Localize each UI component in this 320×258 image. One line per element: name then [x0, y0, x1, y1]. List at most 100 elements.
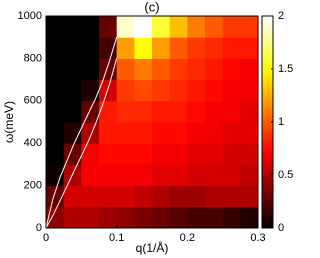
heatmap-cell — [205, 79, 224, 102]
heatmap-cell — [240, 122, 259, 144]
heatmap-cell — [46, 79, 65, 102]
heatmap-cell — [46, 206, 65, 229]
heatmap-cell — [222, 122, 241, 144]
colorbar-tick-label: 2 — [278, 10, 284, 22]
y-tick-label: 600 — [24, 95, 42, 107]
heatmap-cell — [46, 37, 65, 59]
heatmap-cell — [240, 164, 259, 187]
heatmap-cell — [81, 58, 100, 81]
heatmap-cell — [169, 16, 188, 38]
heatmap-cell — [99, 164, 118, 187]
y-tick-label: 1000 — [18, 10, 42, 22]
heatmap-cell — [81, 185, 100, 208]
heatmap-cell — [205, 37, 224, 59]
heatmap-cell — [81, 37, 100, 59]
heatmap-cell — [63, 16, 82, 38]
heatmap-cell — [187, 37, 206, 59]
heatmap-cell — [99, 143, 118, 165]
heatmap-cell — [169, 164, 188, 187]
heatmap-cell — [99, 16, 118, 38]
heatmap-cell — [46, 164, 65, 187]
heatmap-cell — [46, 58, 65, 81]
heatmap-cell — [99, 100, 118, 123]
heatmap-cell — [63, 143, 82, 165]
heatmap-cell — [169, 100, 188, 123]
plot-frame — [45, 15, 259, 229]
heatmap-cell — [81, 122, 100, 144]
heatmap-cell — [134, 58, 153, 81]
heatmap-cell — [222, 16, 241, 38]
heatmap-cell — [63, 206, 82, 229]
heatmap-cell — [152, 185, 171, 208]
heatmap-cell — [222, 100, 241, 123]
heatmap-cell — [134, 37, 153, 59]
heatmap-cell — [187, 58, 206, 81]
colorbar-tick-label: 0 — [278, 222, 284, 234]
heatmap-cell — [134, 185, 153, 208]
heatmap-cell — [187, 206, 206, 229]
heatmap-cell — [187, 185, 206, 208]
heatmap-cell — [134, 206, 153, 229]
heatmap-cell — [99, 37, 118, 59]
colorbar-tick-label: 1 — [278, 116, 284, 128]
heatmap-cell — [205, 143, 224, 165]
heatmap-cell — [205, 164, 224, 187]
y-axis-label: ω(meV) — [2, 101, 16, 143]
heatmap-cell — [134, 100, 153, 123]
heatmap-cell — [46, 122, 65, 144]
heatmap-cell — [222, 143, 241, 165]
heatmap-cell — [116, 79, 135, 102]
heatmap-cell — [134, 143, 153, 165]
heatmap-cell — [63, 122, 82, 144]
y-tick-label: 0 — [36, 222, 42, 234]
y-tick-label: 800 — [24, 52, 42, 64]
heatmap-cell — [46, 143, 65, 165]
heatmap-cell — [116, 58, 135, 81]
heatmap-cell — [240, 143, 259, 165]
heatmap-cell — [63, 58, 82, 81]
heatmap-cell — [169, 206, 188, 229]
heatmap-cell — [81, 143, 100, 165]
heatmap-cell — [240, 37, 259, 59]
heatmap-cell — [152, 206, 171, 229]
heatmap-cell — [116, 100, 135, 123]
heatmap-cell — [81, 164, 100, 187]
heatmap-cell — [152, 16, 171, 38]
y-tick-label: 400 — [24, 137, 42, 149]
heatmap-cell — [152, 58, 171, 81]
heatmap-cell — [63, 79, 82, 102]
heatmap-cell — [222, 206, 241, 229]
heatmap-cell — [222, 164, 241, 187]
heatmap-cell — [116, 185, 135, 208]
heatmap-cell — [187, 79, 206, 102]
heatmap-cell — [222, 185, 241, 208]
heatmap-cell — [46, 185, 65, 208]
heatmap-cell — [116, 122, 135, 144]
colorbar-tick-label: 0.5 — [278, 169, 293, 181]
heatmap-cell — [187, 143, 206, 165]
chart: (c) q(1/Å) ω(meV) 0 0.1 0.2 0.3 0 200 400 600 80… — [2, 0, 293, 255]
heatmap-cell — [152, 79, 171, 102]
heatmap-cell — [134, 164, 153, 187]
heatmap-cell — [116, 164, 135, 187]
heatmap-cell — [169, 122, 188, 144]
heatmap-cell — [187, 164, 206, 187]
heatmap-cell — [222, 58, 241, 81]
heatmap-cell — [152, 122, 171, 144]
heatmap-cell — [187, 122, 206, 144]
heatmap-cell — [99, 79, 118, 102]
heatmap-cell — [205, 122, 224, 144]
curve — [45, 37, 118, 229]
heatmap-cell — [169, 79, 188, 102]
heatmap-cell — [63, 37, 82, 59]
heatmap-cell — [99, 206, 118, 229]
x-axis-label: q(1/Å) — [136, 240, 169, 255]
heatmap-cell — [116, 37, 135, 59]
heatmap-cell — [46, 100, 65, 123]
heatmap-cell — [240, 100, 259, 123]
heatmap-cell — [81, 79, 100, 102]
heatmap-cell — [205, 58, 224, 81]
heatmap-cell — [63, 100, 82, 123]
heatmap-cell — [187, 16, 206, 38]
heatmap-cell — [81, 100, 100, 123]
